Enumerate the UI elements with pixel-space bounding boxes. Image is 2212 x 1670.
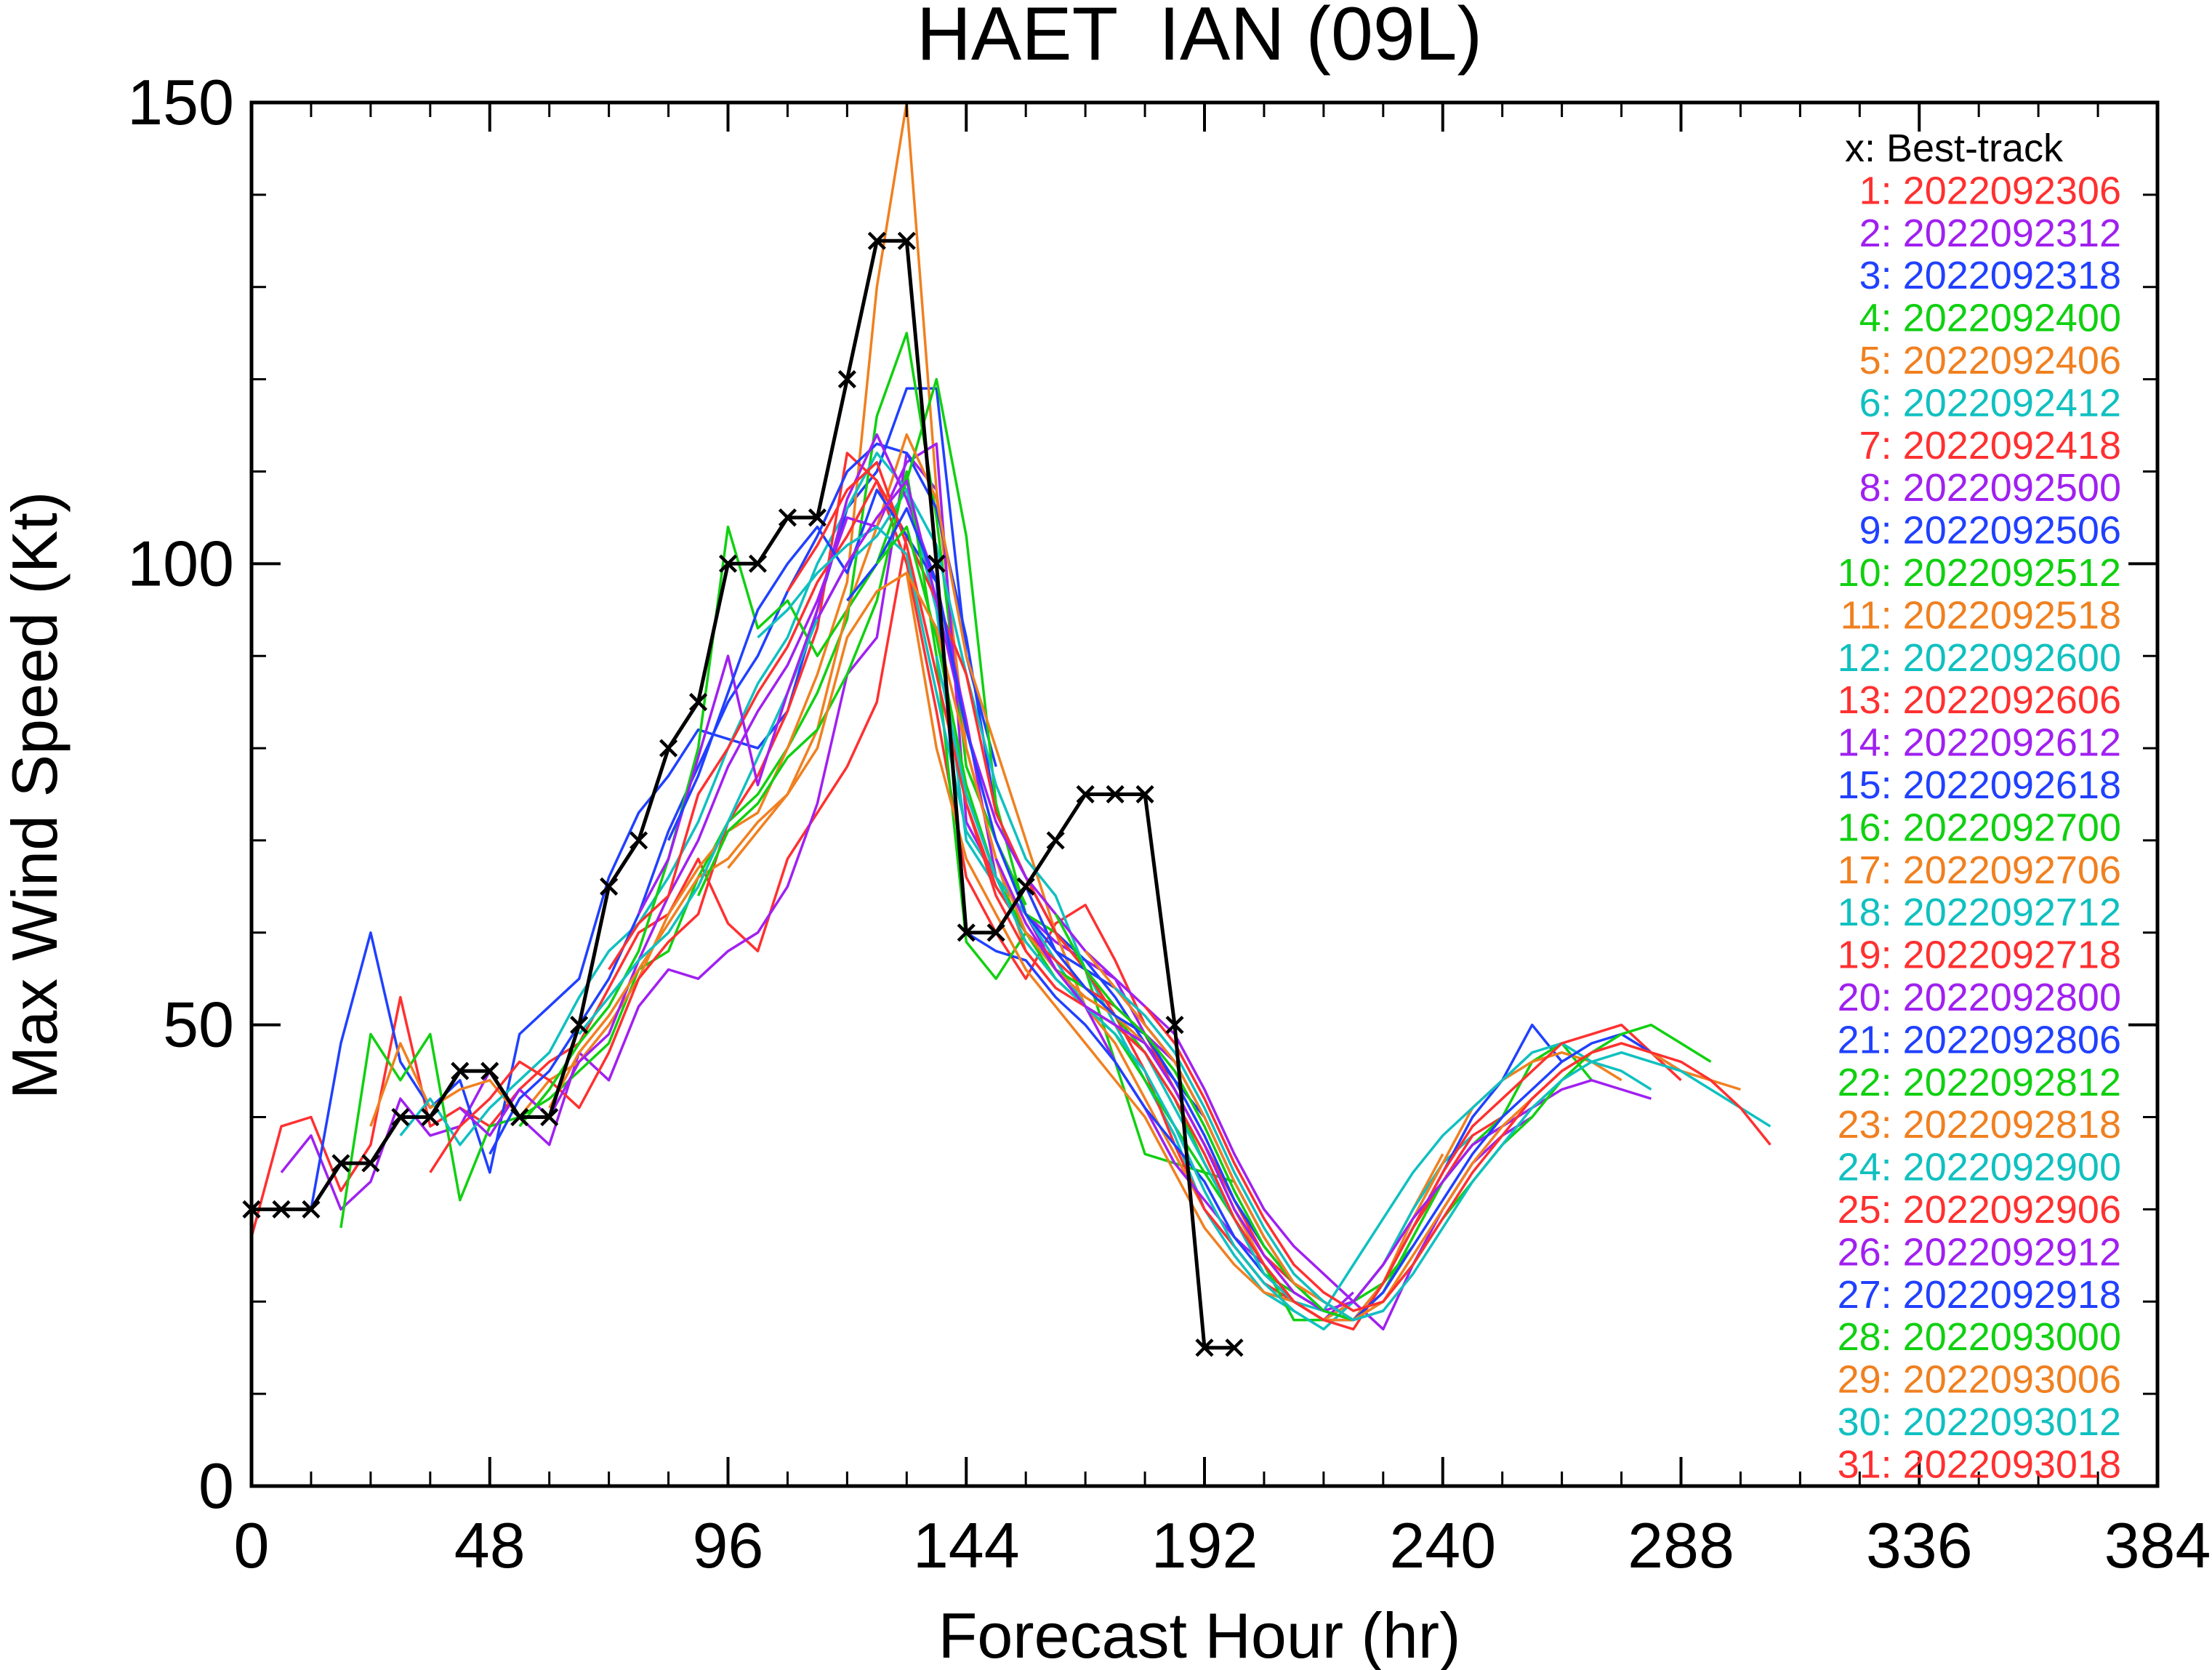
best-track-marker	[331, 1154, 350, 1173]
series-line-13	[608, 479, 1324, 1322]
best-track-marker	[1165, 1016, 1184, 1035]
series-line-8	[459, 442, 1176, 1137]
legend-entry-28: 28: 2022093000	[1838, 1315, 2121, 1359]
best-track-marker	[391, 1107, 410, 1127]
plot-frame	[249, 100, 2160, 1488]
legend-entry-4: 4: 2022092400	[1859, 297, 2121, 340]
x-tick-label: 240	[1389, 1509, 1496, 1581]
best-track-marker	[1135, 784, 1154, 804]
legend-entry-1: 1: 2022092306	[1859, 169, 2121, 212]
best-track-marker	[510, 1107, 529, 1127]
x-tick-label: 336	[1866, 1509, 1973, 1581]
legend-entry-12: 12: 2022092600	[1838, 636, 2121, 680]
legend-entry-13: 13: 2022092606	[1838, 678, 2121, 722]
x-tick-label: 192	[1151, 1509, 1258, 1581]
axis-ticks: 0 48 96 144 192 240 288 336 384 0 50 100 150	[127, 66, 2211, 1581]
best-track-marker	[540, 1107, 559, 1127]
series-line-2	[280, 451, 938, 1211]
legend-entry-14: 14: 2022092612	[1838, 721, 2121, 765]
x-tick-label: 144	[913, 1509, 1020, 1581]
legend-entry-10: 10: 2022092512	[1838, 551, 2121, 595]
x-axis-label: Forecast Hour (hr)	[938, 1599, 1461, 1670]
best-track-marker	[451, 1061, 470, 1080]
x-tick-label: 288	[1628, 1509, 1734, 1581]
legend-entry-21: 21: 2022092806	[1838, 1018, 2121, 1061]
series-line-9	[488, 442, 1206, 1155]
best-track-marker	[897, 231, 916, 250]
legend-entry-5: 5: 2022092406	[1859, 339, 2121, 382]
best-track-marker	[688, 693, 708, 712]
x-tick-label: 48	[454, 1509, 526, 1581]
best-track-marker	[480, 1061, 499, 1080]
forecast-series-layer	[250, 101, 1771, 1331]
best-track-marker	[361, 1154, 380, 1173]
best-track-marker	[986, 923, 1005, 942]
best-track-marker	[272, 1200, 291, 1219]
best-track-marker	[600, 877, 619, 896]
y-axis-label: Max Wind Speed (Kt)	[0, 491, 71, 1099]
legend-entry-31: 31: 2022093018	[1838, 1442, 2121, 1486]
best-track-marker	[1016, 877, 1035, 896]
legend-entry-27: 27: 2022092918	[1838, 1273, 2121, 1317]
best-track-marker	[302, 1200, 321, 1219]
legend-entry-29: 29: 2022093006	[1838, 1358, 2121, 1402]
legend-entry-6: 6: 2022092412	[1859, 381, 2121, 425]
best-track-marker	[570, 1016, 589, 1035]
legend-entry-15: 15: 2022092618	[1838, 763, 2121, 807]
series-line-30	[1114, 987, 1771, 1322]
best-track-marker	[659, 739, 678, 758]
legend-entry-9: 9: 2022092506	[1859, 509, 2121, 553]
legend-entry-26: 26: 2022092912	[1838, 1230, 2121, 1274]
best-track-marker	[718, 554, 738, 573]
y-tick-label: 50	[163, 989, 234, 1061]
legend-entry-8: 8: 2022092500	[1859, 466, 2121, 510]
legend-entry-11: 11: 2022092518	[1841, 593, 2121, 637]
series-line-4	[339, 332, 1027, 1229]
best-track-marker	[421, 1107, 440, 1127]
legend-entry-16: 16: 2022092700	[1838, 806, 2121, 849]
best-track-marker	[867, 231, 886, 250]
series-line-31	[1143, 1005, 1771, 1312]
best-track-marker	[1106, 784, 1125, 804]
best-track-marker	[1076, 784, 1095, 804]
best-track-marker	[778, 508, 797, 527]
best-track-marker	[927, 554, 946, 573]
best-track-marker	[808, 508, 827, 527]
best-track-marker	[1225, 1338, 1244, 1357]
best-track-marker	[1046, 831, 1065, 850]
legend-entry-2: 2: 2022092312	[1859, 212, 2121, 255]
legend-entry-30: 30: 2022093012	[1838, 1400, 2121, 1444]
legend-entry-17: 17: 2022092706	[1838, 848, 2121, 892]
y-tick-label: 100	[127, 527, 234, 599]
series-line-11	[548, 433, 1266, 1284]
legend-entry-3: 3: 2022092318	[1859, 254, 2121, 297]
best-track-layer	[242, 231, 1244, 1357]
legend-entry-19: 19: 2022092718	[1838, 934, 2121, 977]
best-track-marker	[837, 370, 856, 389]
legend-entry-24: 24: 2022092900	[1838, 1146, 2121, 1189]
legend-entry-22: 22: 2022092812	[1838, 1061, 2121, 1104]
x-tick-label: 384	[2104, 1509, 2211, 1581]
best-track-marker	[957, 923, 976, 942]
series-line-7	[429, 451, 1146, 1173]
legend-entry-20: 20: 2022092800	[1838, 976, 2121, 1019]
best-track-line	[252, 238, 1234, 1350]
best-track-marker	[630, 831, 648, 850]
chart-title: HAET IAN (09L)	[917, 0, 1482, 76]
legend-entry-7: 7: 2022092418	[1859, 424, 2121, 467]
legend-best-track: x: Best-track	[1845, 127, 2064, 170]
best-track-marker	[748, 554, 768, 573]
best-track-marker	[1195, 1338, 1214, 1357]
y-tick-label: 0	[198, 1450, 234, 1522]
legend-entry-23: 23: 2022092818	[1838, 1103, 2121, 1147]
y-tick-label: 150	[127, 66, 234, 138]
legend-entry-25: 25: 2022092906	[1838, 1188, 2121, 1232]
x-tick-label: 96	[693, 1509, 764, 1581]
x-tick-label: 0	[234, 1509, 270, 1581]
legend-entry-18: 18: 2022092712	[1838, 891, 2121, 934]
